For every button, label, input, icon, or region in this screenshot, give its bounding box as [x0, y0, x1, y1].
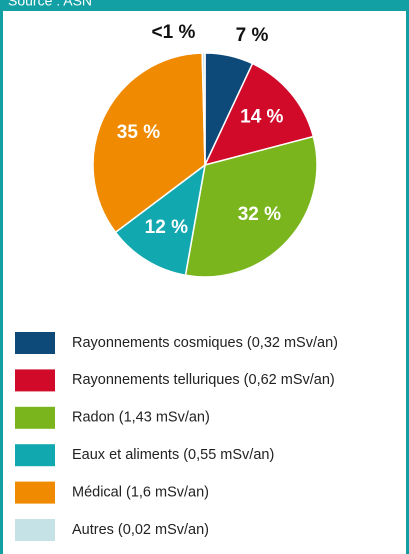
pie-slice [184, 135, 318, 278]
legend-label: Autres (0,02 mSv/an) [72, 522, 209, 538]
legend-label: Rayonnements telluriques (0,62 mSv/an) [72, 372, 335, 388]
legend-swatch [15, 406, 55, 429]
frame-left [0, 0, 3, 554]
slice-label: <1 % [152, 22, 196, 43]
legend-swatch [15, 481, 55, 504]
slice-label: 7 % [236, 25, 269, 46]
legend-swatch [15, 369, 55, 392]
legend-swatch [15, 332, 55, 354]
pie-slice [203, 62, 315, 167]
pie-slice [201, 52, 206, 166]
slice-label: 12 % [145, 217, 188, 238]
legend-label: Médical (1,6 mSv/an) [72, 484, 209, 500]
legend-swatch [15, 444, 55, 467]
slice-label: 35 % [117, 122, 160, 143]
slice-label: 32 % [238, 204, 281, 225]
source: Source : ASN [8, 0, 92, 9]
legend-label: Eaux et aliments (0,55 mSv/an) [72, 447, 274, 463]
pie-slice [114, 163, 207, 277]
frame-right [406, 0, 409, 554]
legend-label: Radon (1,43 mSv/an) [72, 410, 210, 426]
legend-swatch [15, 519, 55, 541]
slice-label: 14 % [240, 107, 283, 128]
pie-slice [92, 52, 206, 234]
header-bar [0, 0, 409, 11]
legend-label: Rayonnements cosmiques (0,32 mSv/an) [72, 335, 338, 351]
